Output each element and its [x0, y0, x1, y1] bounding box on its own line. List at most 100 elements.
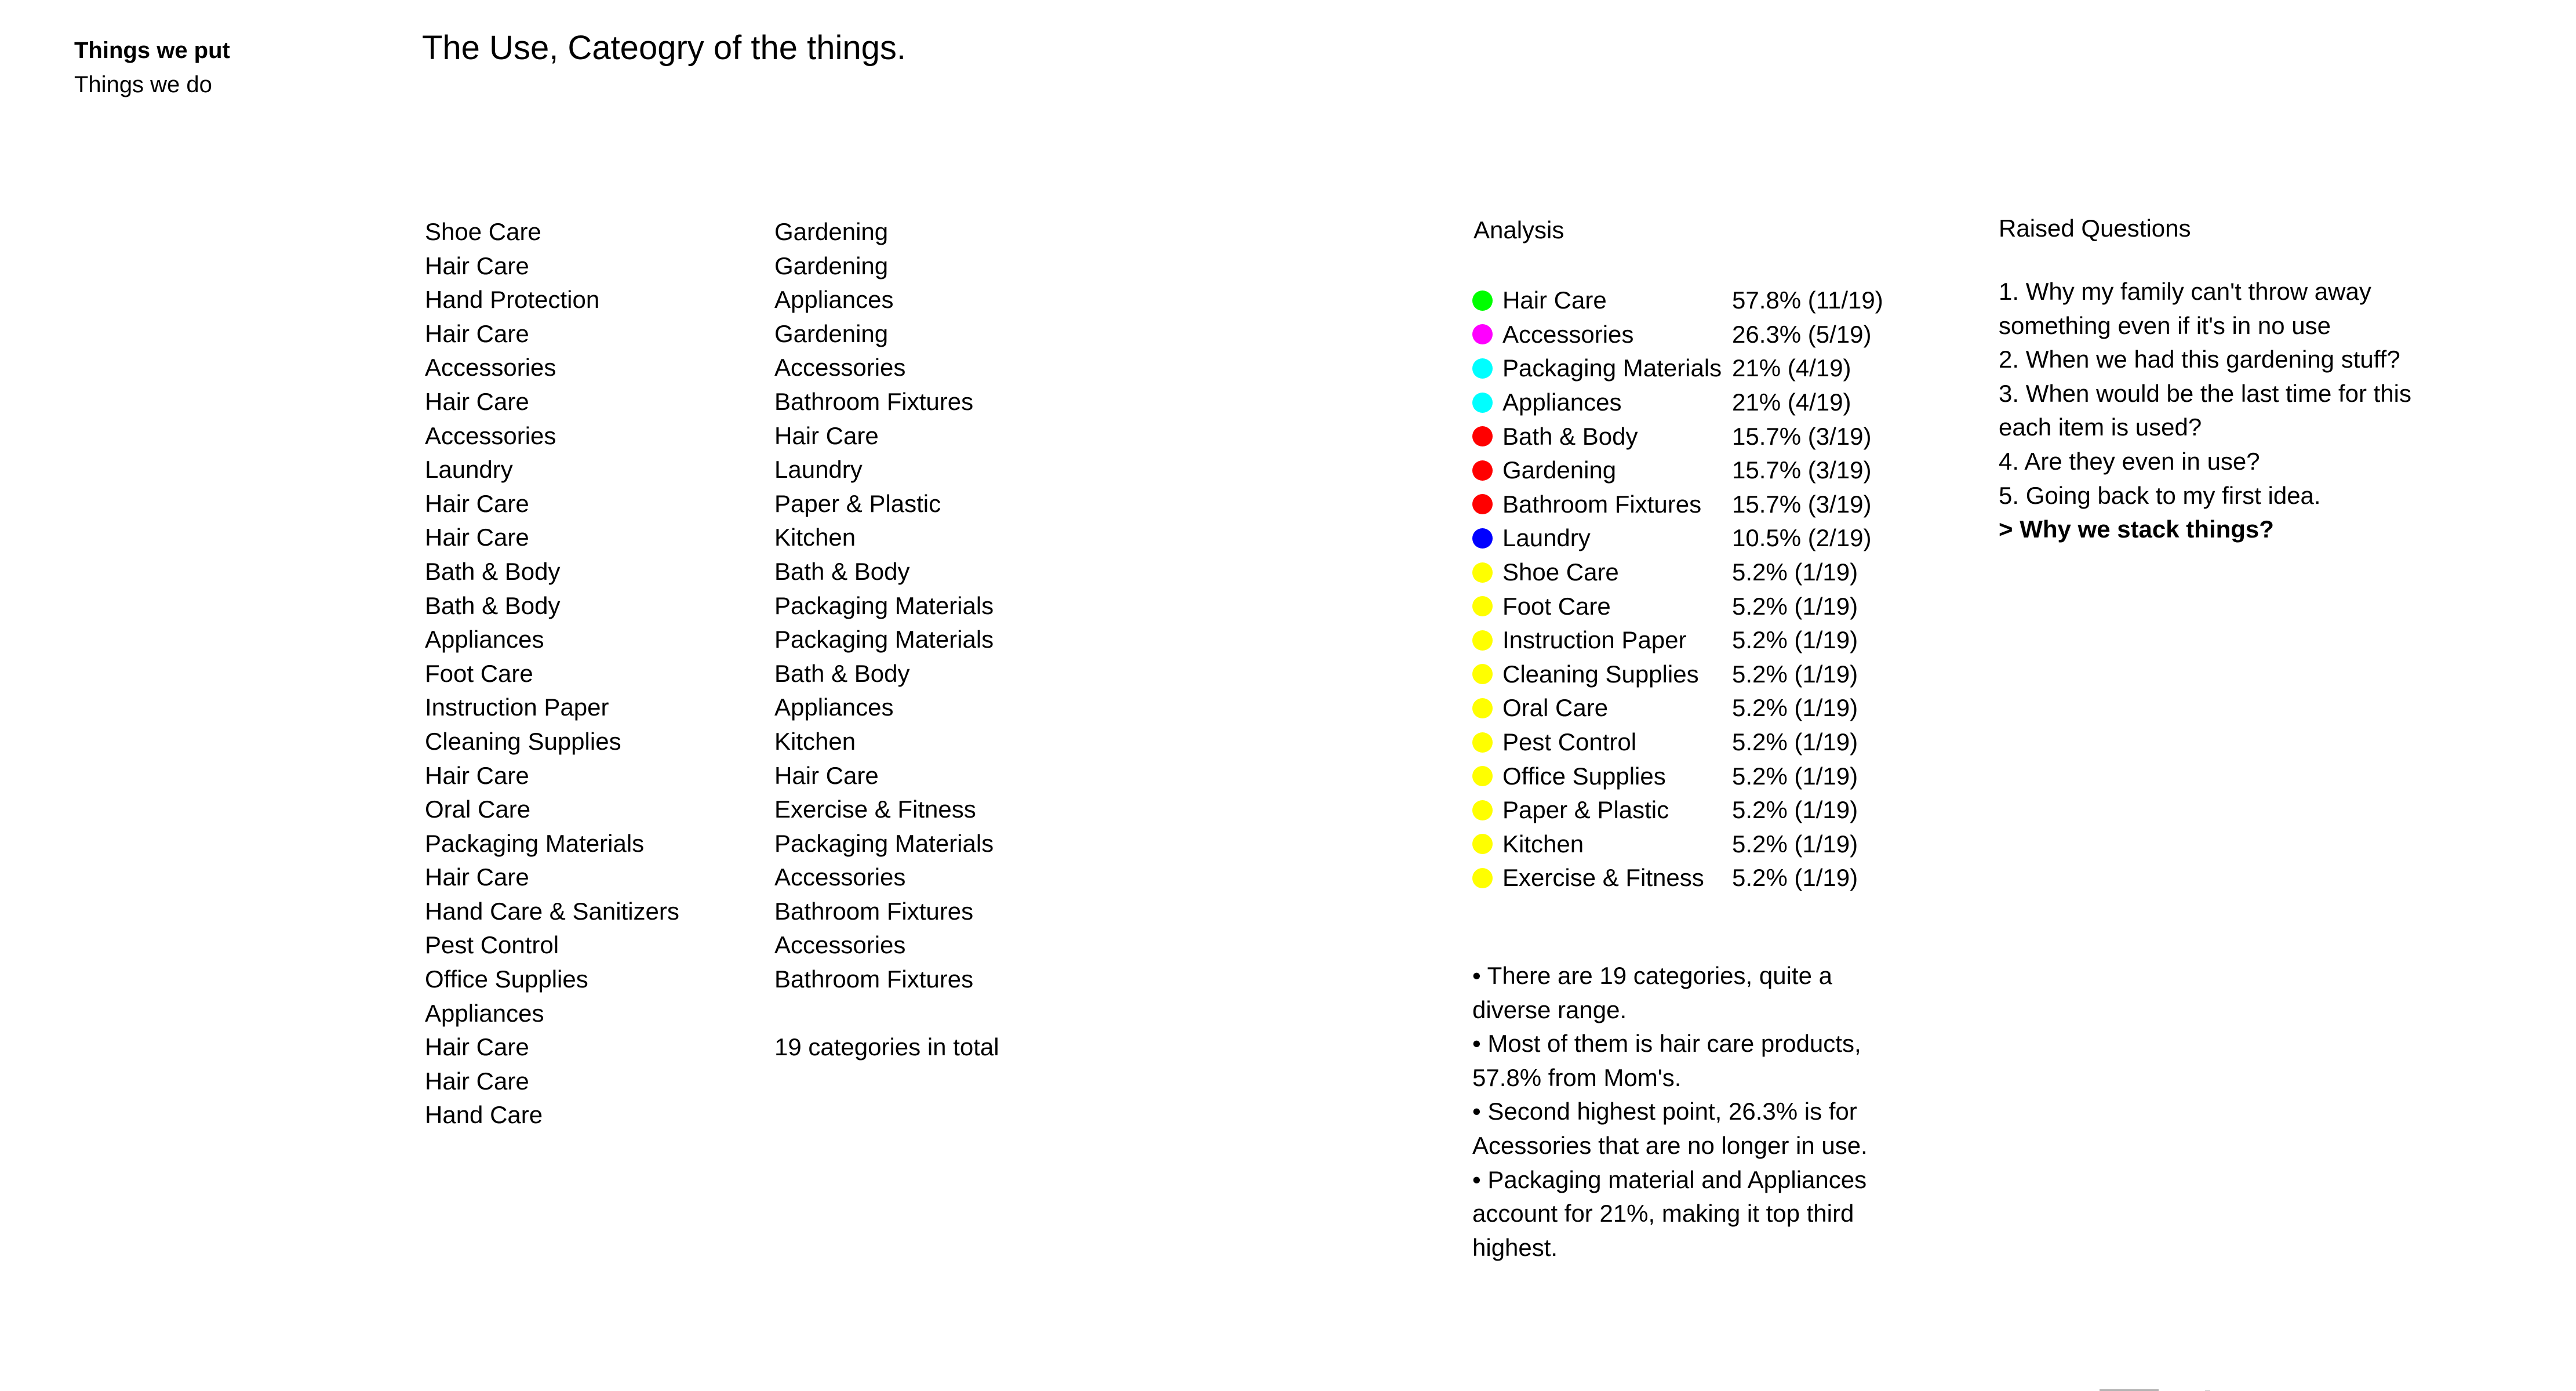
category-item: Packaging Materials: [774, 626, 994, 653]
category-item: Hair Care: [425, 319, 529, 347]
cutoff-toolbar-tick: [2205, 1390, 2210, 1391]
category-item: Hand Care & Sanitizers: [425, 897, 679, 925]
category-list-column-1[interactable]: Shoe Care Hair Care Hand Protection Hair Ca…: [425, 215, 679, 1132]
category-item: Gardening: [774, 319, 889, 347]
analysis-row: Oral Care 5.2% (1/19): [1472, 691, 1936, 725]
question-line: 4. Are they even in use?: [1999, 447, 2260, 475]
category-item: Office Supplies: [425, 965, 588, 993]
category-item: Hair Care: [425, 761, 529, 789]
raised-questions-list[interactable]: 1. Why my family can't throw away somethi…: [1999, 275, 2411, 547]
analysis-percentage: 15.7% (3/19): [1732, 422, 1872, 450]
analysis-percentage: 26.3% (5/19): [1732, 320, 1872, 348]
category-item: Accessories: [425, 422, 556, 449]
analysis-category-label: Office Supplies: [1502, 762, 1666, 790]
color-dot-icon: [1472, 358, 1493, 379]
category-item: Shoe Care: [425, 218, 541, 245]
category-item: Packaging Materials: [425, 829, 645, 857]
analysis-percentage: 5.2% (1/19): [1732, 660, 1858, 688]
category-item: Paper & Plastic: [774, 489, 941, 517]
category-item: Gardening: [774, 218, 889, 245]
analysis-legend[interactable]: Hair Care 57.8% (11/19) Accessories 26.3% (…: [1472, 284, 1936, 895]
category-item: Appliances: [774, 693, 894, 721]
sidebar-item-things-we-do[interactable]: Things we do: [74, 72, 212, 97]
category-item: Hand Care: [425, 1101, 543, 1129]
analysis-category-label: Appliances: [1502, 388, 1622, 416]
analysis-row: Accessories 26.3% (5/19): [1472, 318, 1936, 352]
analysis-percentage: 5.2% (1/19): [1732, 728, 1858, 756]
raised-questions-title[interactable]: Raised Questions: [1999, 215, 2191, 242]
page-title[interactable]: The Use, Cateogry of the things.: [422, 29, 906, 67]
color-dot-icon: [1472, 290, 1493, 311]
analysis-percentage: 5.2% (1/19): [1732, 796, 1858, 824]
color-dot-icon: [1472, 596, 1493, 617]
analysis-category-label: Bathroom Fixtures: [1502, 490, 1702, 518]
analysis-row: Appliances 21% (4/19): [1472, 386, 1936, 420]
category-item: Exercise & Fitness: [774, 796, 976, 823]
color-dot-icon: [1472, 867, 1493, 888]
analysis-row: Paper & Plastic 5.2% (1/19): [1472, 793, 1936, 827]
color-dot-icon: [1472, 698, 1493, 718]
analysis-row: Kitchen 5.2% (1/19): [1472, 827, 1936, 862]
color-dot-icon: [1472, 834, 1493, 855]
color-dot-icon: [1472, 800, 1493, 820]
question-line: > Why we stack things?: [1999, 515, 2274, 543]
analysis-row: Exercise & Fitness 5.2% (1/19): [1472, 861, 1936, 895]
category-item: Hair Care: [774, 422, 879, 449]
color-dot-icon: [1472, 392, 1493, 413]
analysis-note-line: • Most of them is hair care products,: [1472, 1030, 1861, 1058]
analysis-note-line: highest.: [1472, 1233, 1558, 1261]
category-item: Hair Care: [425, 1067, 529, 1095]
category-item: Instruction Paper: [425, 693, 609, 721]
analysis-percentage: 5.2% (1/19): [1732, 864, 1858, 892]
category-item: Foot Care: [425, 659, 533, 687]
question-line: 1. Why my family can't throw away: [1999, 278, 2371, 305]
category-item: Gardening: [774, 252, 889, 279]
category-item: Accessories: [774, 863, 906, 891]
color-dot-icon: [1472, 528, 1493, 549]
category-item: Hair Care: [425, 1033, 529, 1061]
category-item: Laundry: [425, 456, 513, 484]
analysis-row: Instruction Paper 5.2% (1/19): [1472, 623, 1936, 658]
category-item: Hair Care: [425, 489, 529, 517]
category-item: Bath & Body: [425, 557, 561, 585]
analysis-category-label: Pest Control: [1502, 728, 1637, 756]
category-list-column-2[interactable]: Gardening Gardening Appliances Gardening Acc…: [774, 215, 994, 997]
category-item: Hair Care: [774, 761, 879, 789]
category-item: Bath & Body: [425, 591, 561, 619]
category-item: Packaging Materials: [774, 591, 994, 619]
cutoff-toolbar-edge: [2100, 1389, 2159, 1391]
analysis-note-line: account for 21%, making it top third: [1472, 1200, 1854, 1227]
analysis-section-title[interactable]: Analysis: [1473, 216, 1564, 244]
category-item: Cleaning Supplies: [425, 727, 621, 755]
analysis-category-label: Laundry: [1502, 524, 1591, 552]
category-item: Hair Care: [425, 387, 529, 415]
category-total-label[interactable]: 19 categories in total: [774, 1033, 999, 1060]
category-item: Bath & Body: [774, 659, 910, 687]
analysis-note-line: • Second highest point, 26.3% is for: [1472, 1098, 1857, 1125]
color-dot-icon: [1472, 630, 1493, 651]
category-item: Hand Protection: [425, 286, 600, 314]
analysis-category-label: Bath & Body: [1502, 422, 1638, 450]
category-item: Hair Care: [425, 252, 529, 279]
analysis-row: Bath & Body 15.7% (3/19): [1472, 419, 1936, 453]
sidebar-item-things-we-put[interactable]: Things we put: [74, 38, 230, 63]
color-dot-icon: [1472, 494, 1493, 515]
analysis-category-label: Instruction Paper: [1502, 626, 1687, 654]
analysis-category-label: Oral Care: [1502, 694, 1609, 722]
analysis-percentage: 5.2% (1/19): [1732, 762, 1858, 790]
analysis-category-label: Gardening: [1502, 456, 1617, 484]
analysis-notes[interactable]: • There are 19 categories, quite a divers…: [1472, 959, 1868, 1265]
question-line: each item is used?: [1999, 413, 2202, 441]
analysis-category-label: Exercise & Fitness: [1502, 864, 1704, 892]
category-item: Appliances: [425, 999, 544, 1027]
color-dot-icon: [1472, 324, 1493, 345]
analysis-note-line: 57.8% from Mom's.: [1472, 1063, 1682, 1091]
analysis-percentage: 21% (4/19): [1732, 388, 1851, 416]
analysis-category-label: Shoe Care: [1502, 558, 1619, 586]
analysis-row: Packaging Materials 21% (4/19): [1472, 351, 1936, 386]
question-line: 5. Going back to my first idea.: [1999, 481, 2321, 509]
analysis-row: Cleaning Supplies 5.2% (1/19): [1472, 658, 1936, 692]
analysis-row: Gardening 15.7% (3/19): [1472, 453, 1936, 488]
question-line: 2. When we had this gardening stuff?: [1999, 346, 2400, 373]
